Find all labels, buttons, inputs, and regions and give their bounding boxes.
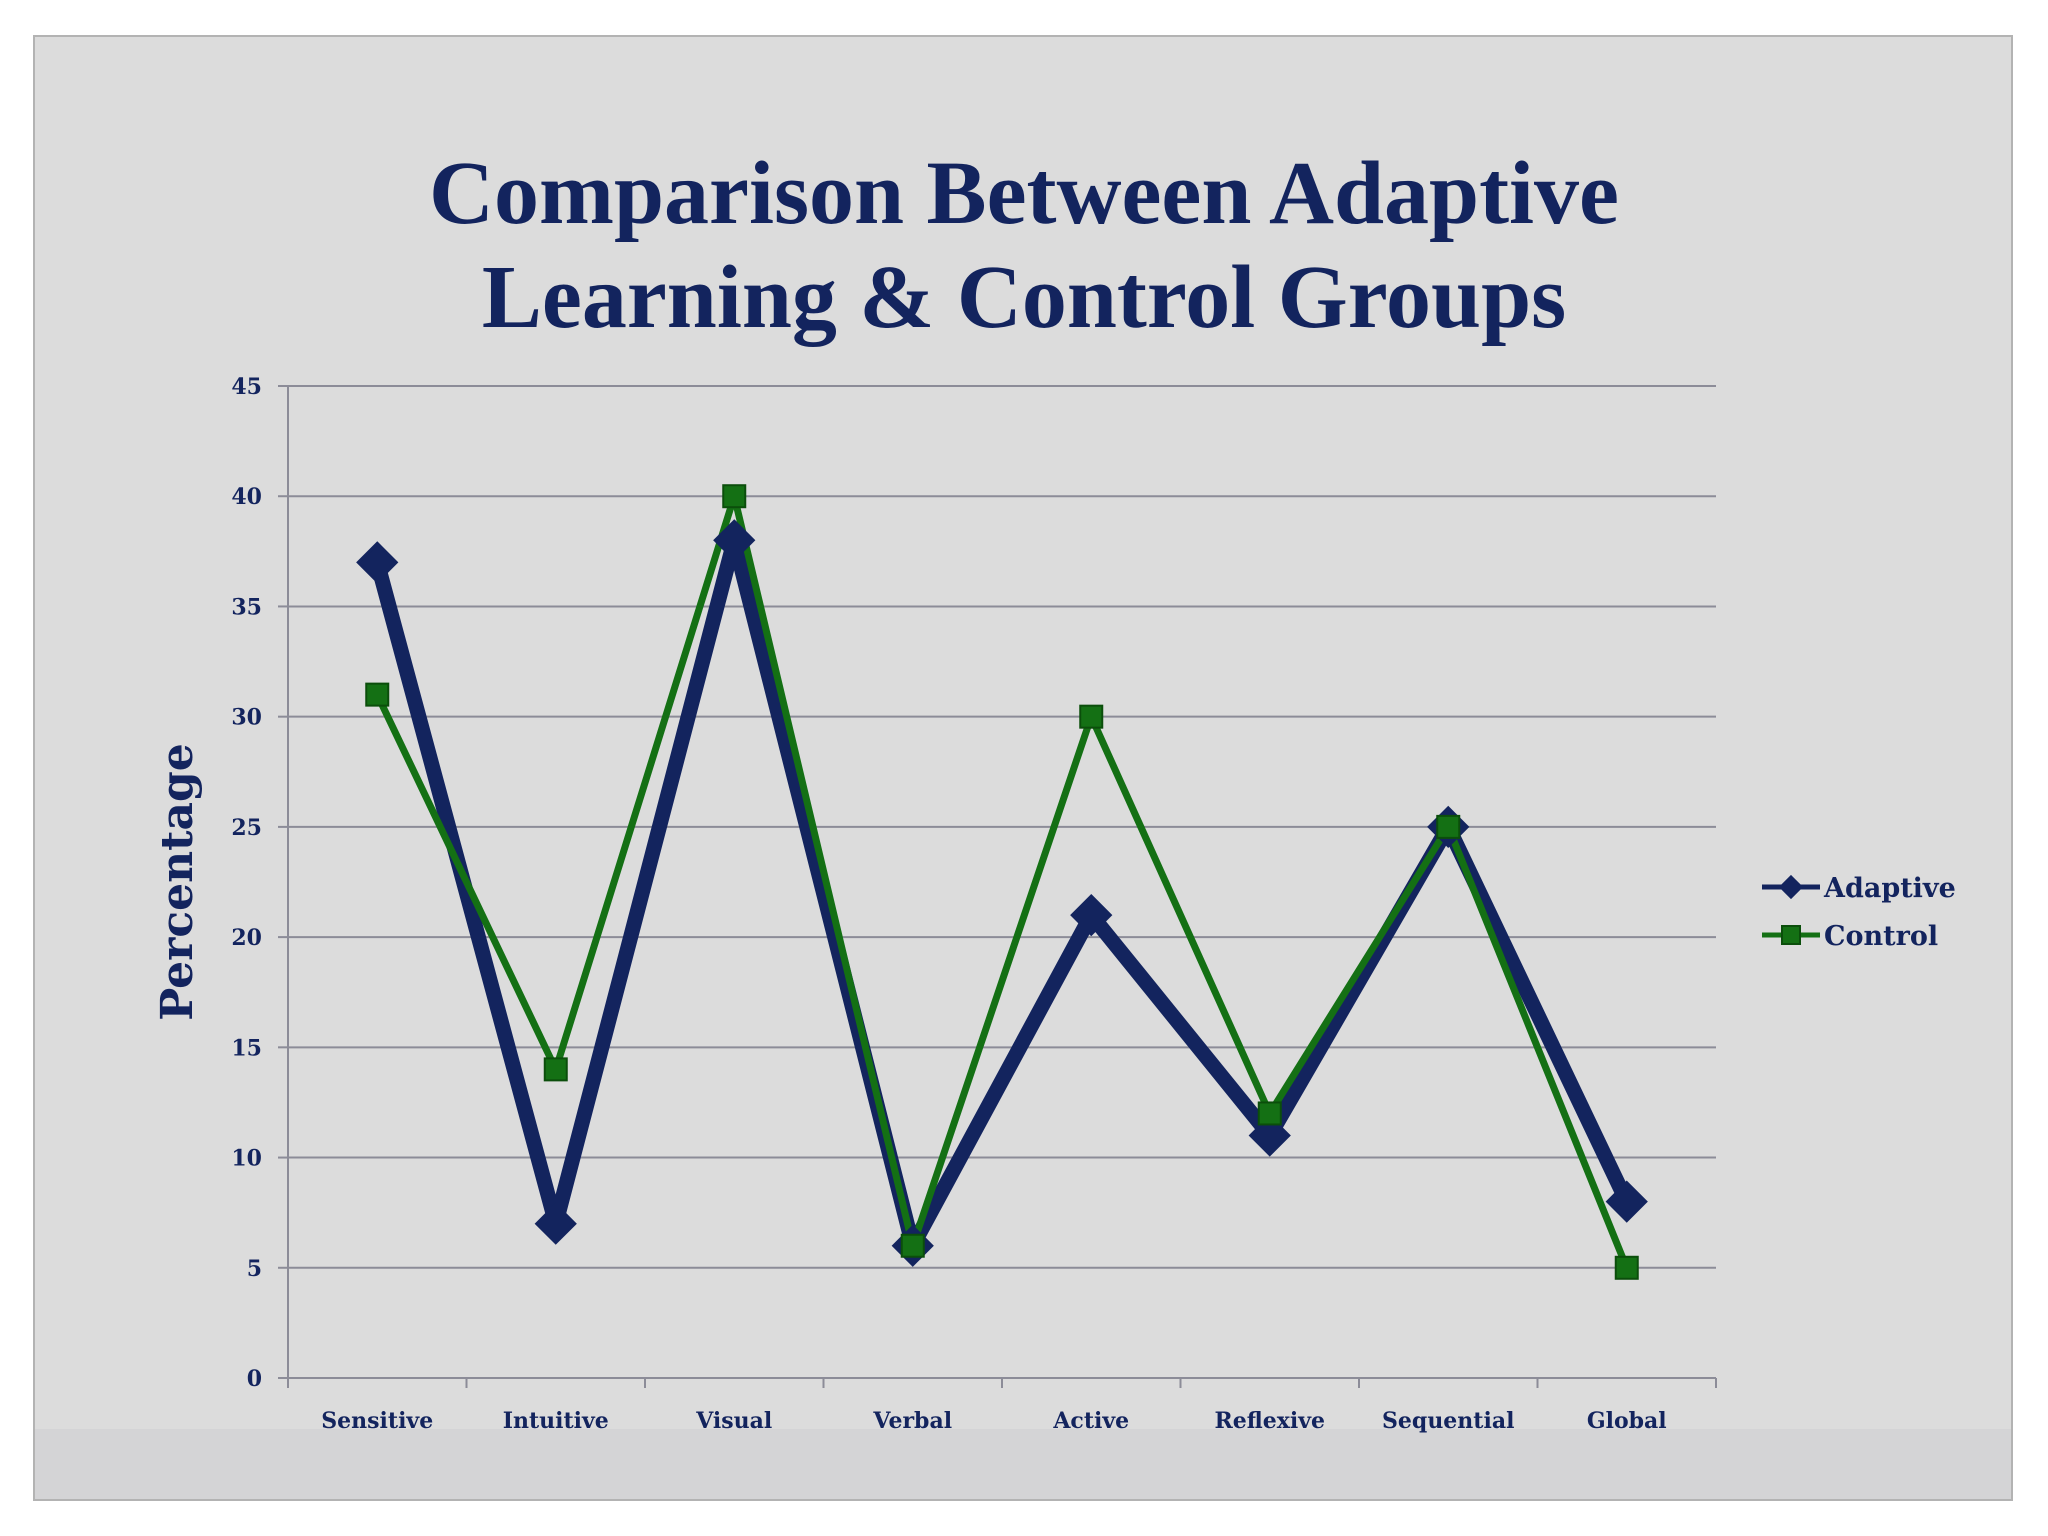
slide-footer-band	[35, 1429, 2011, 1499]
legend-marker-control	[1781, 925, 1801, 945]
chart-title: Comparison Between Adaptive Learning & C…	[429, 144, 1619, 347]
x-tick-label: Global	[1587, 1408, 1667, 1434]
x-tick-label: Sequential	[1382, 1408, 1514, 1434]
data-point-control	[1079, 704, 1104, 729]
data-point-adaptive	[1605, 1180, 1648, 1223]
series-line-adaptive	[370, 532, 1634, 1254]
x-tick-label: Reflexive	[1214, 1408, 1325, 1434]
series	[356, 484, 1648, 1280]
series-line-control	[374, 492, 1630, 1270]
y-tick-label: 45	[231, 374, 262, 400]
y-tick-label: 0	[247, 1366, 262, 1392]
data-point-control	[722, 484, 747, 509]
axes	[278, 385, 1717, 1388]
y-tick-label: 40	[231, 484, 262, 510]
data-point-control	[900, 1233, 925, 1258]
x-tick-label: Sensitive	[321, 1408, 433, 1434]
data-point-control	[1614, 1255, 1639, 1280]
data-point-adaptive	[1070, 893, 1113, 937]
x-tick-labels: Sensitive Intuitive Visual Verbal Active Refl…	[321, 1408, 1666, 1434]
x-tick-label: Verbal	[872, 1408, 952, 1434]
y-tick-label: 15	[231, 1035, 262, 1061]
y-tick-label: 10	[231, 1146, 262, 1172]
legend: Adaptive Control	[1762, 873, 1956, 952]
data-point-adaptive	[356, 541, 399, 584]
data-point-adaptive	[534, 1202, 577, 1245]
y-tick-labels: 0 5 10 15 20 25 30 35 40 45	[231, 374, 262, 1392]
y-tick-label: 35	[231, 594, 262, 620]
data-point-adaptive	[1248, 1114, 1291, 1157]
data-point-adaptive	[713, 519, 756, 562]
data-point-control	[1257, 1101, 1282, 1126]
y-tick-label: 5	[247, 1256, 262, 1282]
data-point-control	[1436, 814, 1461, 839]
x-tick-label: Visual	[695, 1408, 772, 1434]
gridlines	[288, 385, 1716, 1269]
y-tick-label: 25	[231, 815, 262, 841]
x-tick-label: Active	[1052, 1408, 1129, 1434]
data-point-control	[365, 682, 390, 707]
slide-background	[33, 35, 2013, 1501]
legend-label-control: Control	[1824, 921, 1938, 952]
y-tick-label: 30	[231, 705, 262, 731]
y-tick-label: 20	[231, 925, 262, 951]
y-axis-label: Percentage	[152, 743, 203, 1020]
legend-marker-adaptive	[1778, 874, 1804, 900]
x-tick-label: Intuitive	[503, 1408, 609, 1434]
data-point-control	[543, 1057, 568, 1082]
legend-label-adaptive: Adaptive	[1823, 873, 1956, 904]
